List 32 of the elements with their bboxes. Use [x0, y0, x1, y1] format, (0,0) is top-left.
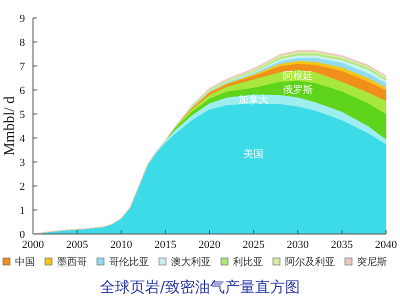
series-label: 俄罗斯 — [282, 84, 313, 96]
x-tick-label: 2025 — [242, 239, 266, 251]
y-tick-label: 8 — [20, 37, 26, 49]
x-tick-label: 2000 — [22, 239, 44, 251]
y-tick-label: 3 — [20, 157, 26, 169]
text: 全球页岩/致密油气产量直方图 — [100, 278, 300, 296]
x-tick-label: 2020 — [198, 239, 221, 251]
y-tick-label: 4 — [20, 133, 26, 145]
series-label: 加拿大 — [238, 94, 269, 106]
legend-label: 墨西哥 — [57, 257, 87, 268]
x-tick-label: 2010 — [110, 239, 133, 251]
y-tick-label: 7 — [20, 61, 26, 73]
x-tick-label: 2035 — [330, 239, 354, 251]
x-tick-label: 2005 — [66, 239, 89, 251]
y-tick-label: 1 — [20, 205, 25, 217]
legend-label: 中国 — [15, 256, 35, 268]
series-label: 美国 — [244, 148, 264, 160]
legend-label: 澳大利亚 — [171, 256, 211, 268]
y-tick-label: 0 — [20, 229, 26, 241]
series-label: 阿根廷 — [282, 70, 313, 82]
y-tick-label: 6 — [20, 85, 26, 97]
legend-label: 突尼斯 — [357, 256, 387, 268]
x-tick-label: 2030 — [286, 239, 310, 251]
legend-label: 哥伦比亚 — [109, 256, 149, 268]
x-tick-label: 2015 — [154, 239, 177, 251]
legend-label: 阿尔及利亚 — [285, 256, 335, 268]
y-tick-label: 2 — [20, 181, 25, 193]
x-tick-label: 2040 — [375, 239, 398, 251]
y-axis-title: Mmbbl/ d — [2, 96, 18, 156]
y-tick-label: 9 — [20, 13, 26, 25]
y-tick-label: 5 — [20, 109, 26, 121]
legend-label: 利比亚 — [233, 256, 263, 268]
